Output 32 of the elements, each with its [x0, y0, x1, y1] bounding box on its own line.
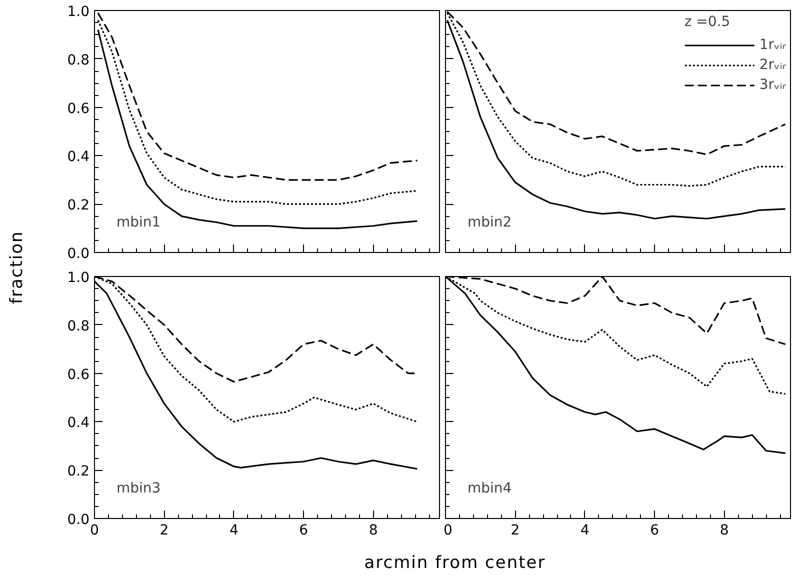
x-tick-label: 0: [90, 522, 99, 538]
y-tick-label: 0.6: [67, 366, 90, 383]
y-tick-label: 0.4: [67, 415, 90, 432]
y-tick-label: 0.0: [67, 246, 90, 262]
x-tick-label: 8: [720, 522, 729, 538]
x-tick-label: 0: [444, 522, 452, 538]
x-tick-label: 2: [160, 522, 169, 538]
annotation: mbin2: [468, 214, 512, 230]
legend-label: 1rᵥᵢᵣ: [759, 37, 786, 53]
y-axis-title: fraction: [6, 230, 28, 304]
y-tick-label: 0.4: [67, 149, 90, 166]
y-tick-label: 0.6: [67, 100, 90, 117]
x-tick-label: 4: [580, 522, 590, 538]
y-tick-label: 0.2: [67, 198, 90, 214]
legend-title: z =0.5: [684, 14, 732, 30]
annotation: mbin1: [116, 214, 161, 230]
legend-label: 2rᵥᵢᵣ: [759, 57, 786, 73]
x-tick-label: 8: [368, 522, 378, 538]
annotation: mbin4: [468, 480, 512, 496]
y-tick-label: 0.2: [67, 464, 90, 480]
y-tick-label: 0.8: [67, 318, 90, 334]
x-tick-label: 2: [510, 522, 520, 538]
annotation: mbin3: [116, 480, 161, 496]
y-tick-label: 0.0: [67, 512, 90, 528]
legend-label: 3rᵥᵢᵣ: [759, 77, 786, 93]
y-tick-label: 0.8: [67, 52, 90, 68]
x-tick-label: 6: [650, 522, 660, 538]
x-tick-label: 4: [229, 522, 238, 538]
x-axis-title: arcmin from center: [364, 552, 546, 575]
x-tick-label: 6: [299, 522, 308, 538]
y-tick-label: 1.0: [67, 4, 90, 20]
y-tick-label: 1.0: [67, 270, 90, 286]
